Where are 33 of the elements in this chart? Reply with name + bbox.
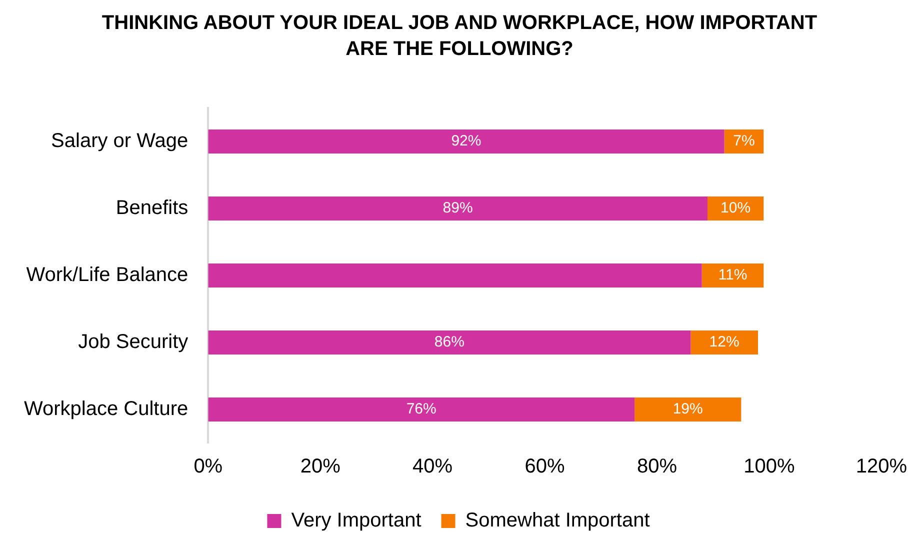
data-label: 89% xyxy=(442,200,473,217)
legend-label: Somewhat Important xyxy=(465,510,650,532)
legend-label: Very Important xyxy=(291,510,422,532)
data-label: 7% xyxy=(733,132,755,150)
x-tick-label: 0% xyxy=(194,456,223,478)
bar xyxy=(724,130,764,154)
y-tick-label: Workplace Culture xyxy=(24,398,188,420)
y-tick-label: Work/Life Balance xyxy=(26,264,188,286)
bar xyxy=(208,398,635,422)
bar xyxy=(208,196,708,220)
y-tick-label: Job Security xyxy=(78,331,188,354)
x-tick-label: 40% xyxy=(412,456,453,478)
bar xyxy=(690,330,758,354)
bar xyxy=(208,130,724,154)
data-label: 19% xyxy=(672,400,703,418)
data-label: 86% xyxy=(434,334,464,351)
bar xyxy=(702,264,764,288)
x-tick-label: 20% xyxy=(300,456,341,478)
x-tick-label: 80% xyxy=(636,456,678,478)
x-tick-label: 120% xyxy=(856,456,908,478)
chart-title: THINKING ABOUT YOUR IDEAL JOB AND WORKPLACE, HOW IMPORTANT ARE THE FOLLOWING? xyxy=(100,11,818,62)
bar xyxy=(208,330,691,354)
y-tick-label: Salary or Wage xyxy=(51,130,188,152)
x-tick-label: 100% xyxy=(744,456,795,478)
y-tick-label: Benefits xyxy=(116,197,188,220)
data-label: 76% xyxy=(406,400,436,418)
data-label: 10% xyxy=(720,200,751,217)
data-label: 92% xyxy=(451,132,482,150)
bar xyxy=(208,264,702,288)
bar xyxy=(634,398,742,422)
data-label: 11% xyxy=(718,266,748,284)
data-label: 12% xyxy=(709,334,740,351)
x-tick-label: 60% xyxy=(524,456,566,478)
